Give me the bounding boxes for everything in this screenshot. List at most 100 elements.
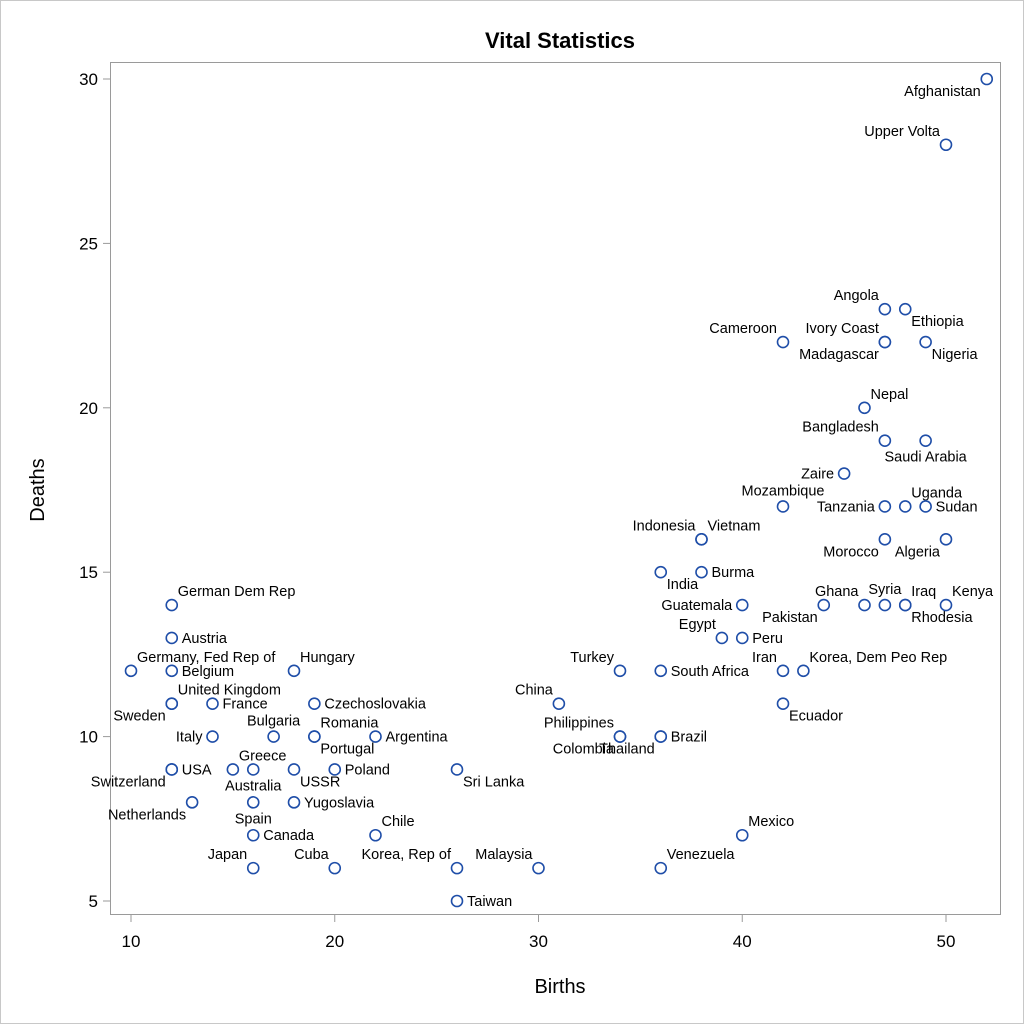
point-label: Bangladesh — [802, 420, 879, 436]
data-point — [246, 861, 260, 875]
data-point — [776, 500, 790, 513]
data-point — [858, 401, 871, 415]
point-label: Vietnam — [708, 518, 761, 534]
data-point — [695, 565, 708, 579]
point-label: Greece — [239, 748, 287, 764]
point-label: Brazil — [671, 730, 707, 746]
data-point — [206, 697, 219, 711]
data-point — [369, 828, 382, 842]
data-point — [919, 335, 932, 349]
point-label: Burma — [712, 565, 756, 581]
data-point — [735, 828, 749, 842]
plot-frame — [110, 62, 1001, 915]
data-points: Afghanistan Upper Volta Angola Ethiopia Ivor… — [91, 72, 994, 910]
data-point — [369, 730, 382, 743]
data-point — [919, 434, 932, 447]
point-label: Morocco — [823, 544, 879, 560]
data-point — [980, 72, 994, 86]
x-tick-label: 30 — [529, 932, 548, 951]
data-point — [939, 533, 953, 546]
point-label: Philippines — [544, 716, 614, 732]
data-point — [654, 730, 668, 743]
point-label: Mozambique — [741, 483, 824, 499]
point-label: Spain — [235, 811, 272, 827]
point-label: China — [515, 683, 554, 699]
point-label: Romania — [320, 716, 379, 732]
data-point — [165, 763, 179, 776]
point-label: Ghana — [815, 584, 859, 600]
data-point — [735, 598, 749, 612]
point-label: USSR — [300, 774, 340, 790]
y-tick-label: 30 — [79, 70, 98, 89]
data-point — [532, 861, 545, 875]
y-tick-label: 25 — [79, 234, 98, 253]
data-point — [898, 302, 912, 316]
data-point — [267, 730, 280, 743]
point-label: Cameroon — [709, 321, 777, 337]
point-label: Belgium — [182, 664, 234, 680]
data-point — [328, 763, 342, 776]
data-point — [287, 763, 301, 776]
data-point — [878, 434, 892, 447]
data-point — [817, 598, 831, 612]
point-label: Syria — [868, 582, 902, 598]
data-point — [328, 861, 342, 875]
data-point — [246, 763, 260, 776]
data-point — [654, 861, 668, 875]
data-point — [878, 533, 892, 546]
data-point — [165, 697, 179, 711]
point-label: France — [223, 697, 268, 713]
data-point — [613, 730, 627, 743]
x-tick-label: 20 — [325, 932, 344, 951]
data-point — [654, 664, 668, 678]
point-label: Mexico — [748, 814, 794, 830]
point-label: Malaysia — [475, 847, 533, 863]
point-label: Czechoslovakia — [324, 697, 426, 713]
point-label: Switzerland — [91, 774, 166, 790]
point-label: Austria — [182, 631, 228, 647]
data-point — [858, 598, 871, 612]
point-label: Iraq — [911, 584, 936, 600]
point-label: Hungary — [300, 650, 356, 666]
point-label: Korea, Rep of — [362, 847, 452, 863]
point-label: Yugoslavia — [304, 795, 375, 811]
data-point — [287, 664, 301, 678]
point-label: Tanzania — [817, 499, 876, 515]
data-point — [776, 664, 790, 678]
y-tick-label: 10 — [79, 728, 98, 747]
data-point — [878, 598, 892, 612]
data-point — [919, 500, 932, 513]
point-label: Sudan — [936, 499, 978, 515]
data-point — [246, 828, 260, 842]
point-label: Nigeria — [932, 347, 979, 363]
data-point — [226, 763, 240, 776]
point-label: German Dem Rep — [178, 584, 296, 600]
point-label: India — [667, 577, 699, 593]
point-label: Thailand — [599, 742, 655, 758]
point-label: Madagascar — [799, 347, 879, 363]
data-point — [185, 796, 199, 809]
point-label: Turkey — [570, 650, 615, 666]
point-label: Uganda — [911, 485, 963, 501]
point-label: Zaire — [801, 467, 834, 483]
point-label: Afghanistan — [904, 84, 981, 100]
point-label: Taiwan — [467, 894, 512, 910]
point-label: Sweden — [113, 709, 165, 725]
data-point — [613, 664, 627, 678]
point-label: Colombia — [553, 742, 615, 758]
data-point — [898, 598, 912, 612]
data-point — [837, 467, 851, 480]
point-label: Australia — [225, 778, 282, 794]
point-label: Germany, Fed Rep of — [137, 650, 276, 666]
data-point — [165, 631, 179, 645]
point-label: USA — [182, 762, 212, 778]
point-label: Peru — [752, 631, 783, 647]
data-point — [939, 598, 953, 612]
point-label: Venezuela — [667, 847, 736, 863]
point-label: Bulgaria — [247, 714, 301, 730]
point-label: Ecuador — [789, 709, 843, 725]
data-point — [797, 664, 810, 678]
point-label: Upper Volta — [864, 124, 941, 140]
